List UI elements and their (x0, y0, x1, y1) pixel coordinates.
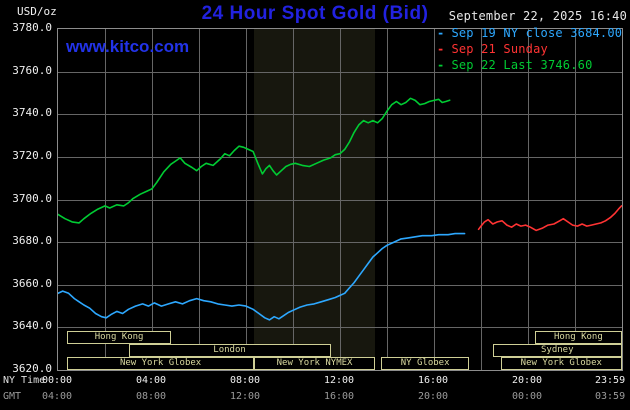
y-axis-tick-label: 3640.0 (12, 319, 52, 333)
y-axis-tick-label: 3680.0 (12, 234, 52, 248)
gridline-vertical (340, 29, 341, 370)
x-axis-tick-label-gmt: 16:00 (323, 391, 355, 402)
price-series-lines (58, 97, 622, 321)
session-ny-globex: NY Globex (381, 357, 470, 370)
legend-line-marker-icon: - (437, 58, 445, 72)
plot-area: Hong Kong Hong Kong London Sydney New York G… (57, 28, 623, 371)
x-axis-tick-label-ny-time: 04:00 (135, 375, 167, 386)
gridline-vertical (387, 29, 388, 370)
x-axis-tick-label-ny-time: 00:00 (41, 375, 73, 386)
y-axis-tick-label: 3740.0 (12, 106, 52, 120)
market-session-bars: Hong Kong Hong Kong London Sydney New York G… (58, 29, 622, 370)
session-hong-kong: Hong Kong (535, 331, 622, 344)
y-axis-tick-label: 3760.0 (12, 63, 52, 77)
legend-line-marker-icon: - (437, 26, 445, 40)
x-axis-tick-label-gmt: 12:00 (229, 391, 261, 402)
gridline-vertical (105, 29, 106, 370)
x-axis-tick-label-gmt: 08:00 (135, 391, 167, 402)
y-axis-tick-label: 3700.0 (12, 191, 52, 205)
legend-label: Sep 22 Last 3746.60 (451, 58, 593, 72)
price-line-sep19 (58, 232, 466, 321)
x-axis-tick-label-gmt: 20:00 (417, 391, 449, 402)
gridline-vertical (246, 29, 247, 370)
x-axis-tick-label-ny-time: 23:59 (595, 375, 626, 386)
price-line-sep21 (477, 205, 622, 232)
session-london: London (128, 344, 331, 357)
gridline-vertical (575, 29, 576, 370)
legend-label: Sep 19 NY close 3684.00 (451, 26, 623, 40)
gridline-vertical (293, 29, 294, 370)
y-axis-tick-label: 3780.0 (12, 21, 52, 34)
x-axis-tick-label-ny-time: 20:00 (511, 375, 543, 386)
y-axis-tick-label: 3720.0 (12, 148, 52, 162)
legend-item-sep21-sunday: - Sep 21 Sunday (437, 41, 622, 57)
legend-line-marker-icon: - (437, 42, 445, 56)
y-axis-tick-label: 3660.0 (12, 276, 52, 290)
legend-item-sep19-ny-close: - Sep 19 NY close 3684.00 (437, 25, 622, 41)
gridline-vertical (152, 29, 153, 370)
chart-legend: - Sep 19 NY close 3684.00 - Sep 21 Sunday … (437, 25, 622, 73)
legend-label: Sep 21 Sunday (451, 42, 548, 56)
gridline-vertical (528, 29, 529, 370)
chart-title: 24 Hour Spot Gold (Bid) (201, 3, 429, 24)
price-unit-label: USD/oz (17, 5, 57, 18)
x-axis-tick-label-ny-time: 12:00 (323, 375, 355, 386)
legend-item-sep22-last: - Sep 22 Last 3746.60 (437, 57, 622, 73)
session-sydney: Sydney (492, 344, 622, 357)
session-new-york-nymex: New York NYMEX (253, 357, 376, 370)
price-line-sep22 (58, 97, 451, 224)
session-new-york-globex: New York Globex (501, 357, 622, 370)
gridlines (58, 29, 622, 370)
x-axis-tick-label-ny-time: 16:00 (417, 375, 449, 386)
session-hong-kong: Hong Kong (67, 331, 171, 344)
x-axis-tick-label-gmt: 03:59 (595, 391, 626, 402)
x-axis-tick-label-gmt: 00:00 (511, 391, 543, 402)
gridline-vertical (434, 29, 435, 370)
kitco-website-link[interactable]: www.kitco.com (66, 37, 190, 56)
y-axis-tick-label: 3620.0 (12, 362, 52, 375)
session-new-york-globex: New York Globex (67, 357, 254, 370)
x-axis-tick-label-gmt: 04:00 (41, 391, 73, 402)
x-axis-row-label-ny-time: NY Time (3, 375, 46, 386)
gridline-vertical (481, 29, 482, 370)
x-axis-row-label-gmt: GMT (3, 391, 22, 402)
chart-datetime: September 22, 2025 16:40 (448, 9, 627, 23)
gridline-vertical (199, 29, 200, 370)
x-axis-tick-label-ny-time: 08:00 (229, 375, 261, 386)
